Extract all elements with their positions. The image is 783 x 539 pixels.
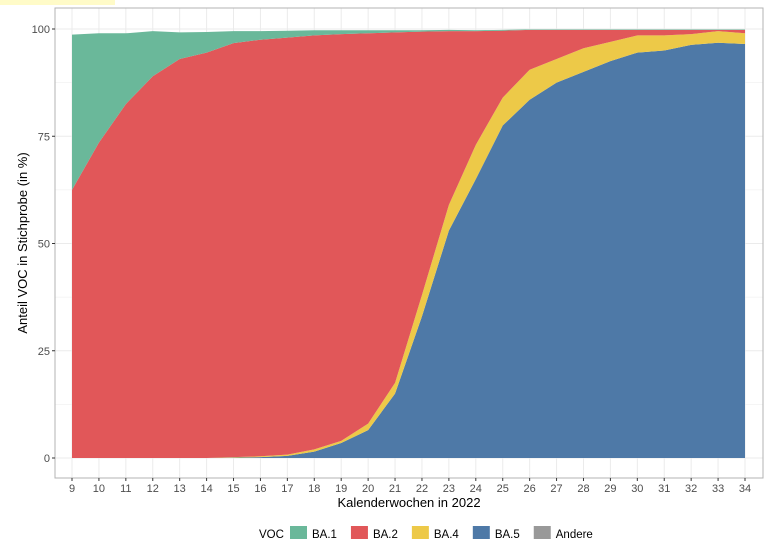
area-ba2	[72, 29, 745, 458]
x-tick-label: 10	[93, 483, 105, 495]
legend-label: Andere	[556, 529, 593, 539]
x-tick-label: 30	[631, 483, 643, 495]
legend-swatch-andere	[533, 526, 551, 539]
y-tick-label: 50	[38, 239, 50, 251]
x-tick-label: 31	[658, 483, 670, 495]
x-tick-label: 20	[362, 483, 374, 495]
x-tick-label: 21	[389, 483, 401, 495]
x-tick-label: 16	[254, 483, 266, 495]
x-tick-label: 26	[524, 483, 536, 495]
x-tick-label: 27	[550, 483, 562, 495]
legend-swatch-ba2	[350, 526, 368, 539]
legend-swatch-ba5	[472, 526, 490, 539]
x-tick-label: 13	[174, 483, 186, 495]
x-tick-label: 11	[120, 483, 131, 495]
x-tick-label: 9	[69, 483, 75, 495]
x-tick-label: 14	[200, 483, 212, 495]
y-tick-label: 0	[44, 453, 50, 465]
x-tick-label: 15	[227, 483, 239, 495]
x-tick-label: 22	[416, 483, 428, 495]
area-ba1	[72, 29, 745, 190]
x-tick-label: 18	[308, 483, 320, 495]
x-tick-label: 33	[712, 483, 724, 495]
x-tick-label: 29	[604, 483, 616, 495]
legend-label: BA.4	[434, 529, 460, 539]
x-tick-label: 25	[497, 483, 509, 495]
legend-title: VOC	[259, 529, 284, 539]
x-tick-label: 28	[577, 483, 589, 495]
x-tick-label: 24	[470, 483, 482, 495]
legend-label: BA.1	[312, 529, 337, 539]
legend-swatch-ba1	[290, 526, 307, 539]
x-tick-label: 17	[281, 483, 293, 495]
x-tick-label: 34	[739, 483, 751, 495]
y-tick-label: 100	[32, 24, 50, 36]
x-tick-label: 12	[147, 483, 159, 495]
x-tick-label: 23	[443, 483, 455, 495]
x-tick-label: 32	[685, 483, 697, 495]
y-tick-label: 75	[38, 131, 50, 143]
legend-label: BA.2	[373, 529, 398, 539]
area-ba5	[72, 42, 745, 459]
highlight-bar	[0, 0, 115, 5]
x-axis-title: Kalenderwochen in 2022	[337, 495, 480, 510]
x-tick-label: 19	[335, 483, 347, 495]
y-tick-label: 25	[38, 346, 50, 358]
legend-swatch-ba4	[411, 526, 429, 539]
legend-label: BA.5	[495, 529, 520, 539]
y-axis-title: Anteil VOC in Stichprobe (in %)	[15, 152, 30, 333]
